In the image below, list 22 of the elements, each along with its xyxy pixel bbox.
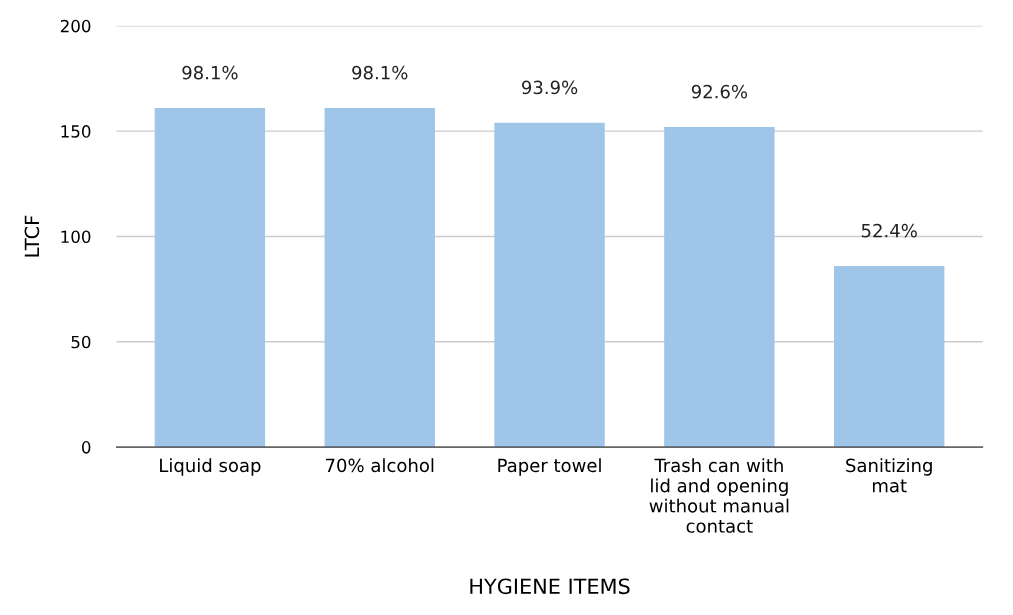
annotation: 98.1% (182, 65, 238, 80)
bar (834, 265, 945, 448)
y-tick-label: 50 (71, 335, 91, 349)
y-tick-label: 200 (60, 19, 91, 33)
annotation: 92.6% (691, 84, 748, 99)
x-tick-label: Sanitizing mat (846, 458, 932, 493)
x-tick-label: 70% alcohol (325, 458, 434, 473)
bar (494, 122, 605, 448)
y-axis-title: LTCF (24, 215, 40, 257)
y-tick-label: 150 (61, 125, 91, 138)
annotation: 52.4% (861, 223, 917, 238)
bar (154, 107, 266, 448)
y-tick-label: 0 (81, 441, 91, 454)
annotation: 98.1% (352, 65, 408, 80)
bar (324, 107, 435, 448)
y-tick-label: 100 (61, 230, 91, 244)
annotation: 93.9% (522, 80, 578, 95)
x-tick-label: Trash can with lid and opening without manual contact (649, 458, 789, 533)
x-tick-label: Liquid soap (160, 458, 261, 476)
x-axis-title: HYGIENE ITEMS (470, 578, 630, 595)
x-tick-label: Paper towel (498, 458, 601, 476)
bar (664, 126, 775, 448)
